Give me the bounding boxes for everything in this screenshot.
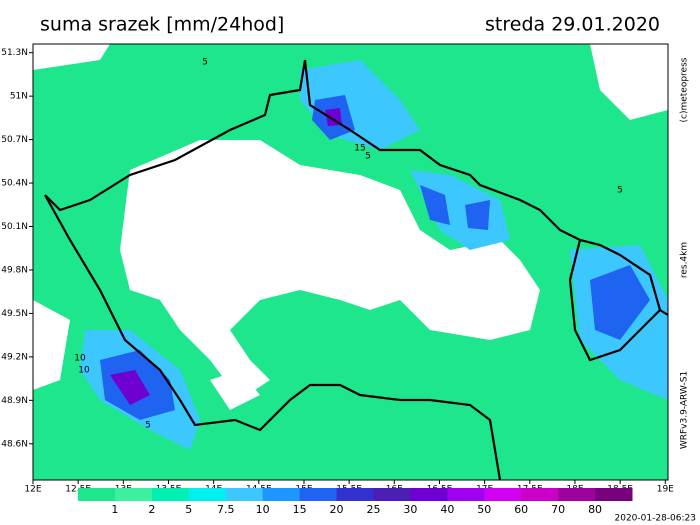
x-tick-label: 19E [657,485,674,495]
wet-area [410,170,510,250]
colorbar-swatch [78,488,116,501]
colorbar-label: 7.5 [217,503,235,516]
colorbar-swatch [114,488,153,501]
contour-label: 5 [145,421,151,431]
resolution: res.4km [680,242,690,278]
y-tick-label: 49.2N [1,352,28,362]
date: streda 29.01.2020 [485,14,660,36]
colorbar-label: 60 [514,503,528,516]
colorbar-swatch [151,488,190,501]
colorbar-swatch [484,488,522,501]
colorbar-label: 1 [111,503,118,516]
x-tick-label: 12E [24,485,41,495]
colorbar-swatch [262,488,301,501]
colorbar-swatch [410,488,448,501]
wet-area [110,370,150,405]
wet-area [420,185,490,230]
dry-area [210,44,668,410]
y-tick-label: 50.4N [1,179,28,189]
contour-label: 15 [354,144,365,154]
colorbar-label: 40 [440,503,454,516]
colorbar-swatch [521,488,559,501]
y-tick-label: 50.7N [1,135,28,145]
colorbar-label: 5 [185,503,192,516]
colorbar-label: 50 [477,503,491,516]
colorbar-swatch [373,488,411,501]
y-tick-label: 49.8N [1,265,28,275]
contour-label: 5 [365,152,371,162]
y-tick-label: 51N [10,92,28,102]
colorbar-label: 20 [330,503,344,516]
y-tick-label: 51.3N [1,48,28,58]
dry-area [120,140,540,400]
colorbar-swatch [595,488,633,501]
colorbar-swatch [188,488,227,501]
y-tick-label: 48.9N [1,396,28,406]
y-tick-label: 48.6N [1,439,28,449]
colorbar-swatch [558,488,596,501]
colorbar-label: 25 [366,503,380,516]
contour-label: 5 [202,58,208,68]
colorbar-swatch [447,488,485,501]
colorbar-label: 10 [256,503,270,516]
colorbar-swatch [299,488,338,501]
contour-label: 5 [617,186,623,196]
colorbar-swatch [336,488,374,501]
colorbar-label: 30 [403,503,417,516]
precip-field [33,44,668,480]
wet-area [590,265,650,340]
colorbar-label: 70 [551,503,565,516]
contour-label: 10 [78,366,90,376]
colorbar-label: 2 [148,503,155,516]
timestamp: 2020-01-28-06:23 [615,514,697,524]
title: suma srazek [mm/24hod] [40,14,284,36]
colorbar-swatch [225,488,264,501]
copyright: (c)meteopress [680,57,690,122]
dry-area [33,44,110,390]
border [44,59,668,480]
contour-label: 10 [74,354,86,364]
map-frame [32,43,669,481]
colorbar-label: 80 [588,503,602,516]
y-tick-label: 49.5N [1,309,28,319]
y-tick-label: 50.1N [1,222,28,232]
colorbar-label: 15 [293,503,307,516]
model: WRFv3.9-ARW-S1 [680,371,690,449]
